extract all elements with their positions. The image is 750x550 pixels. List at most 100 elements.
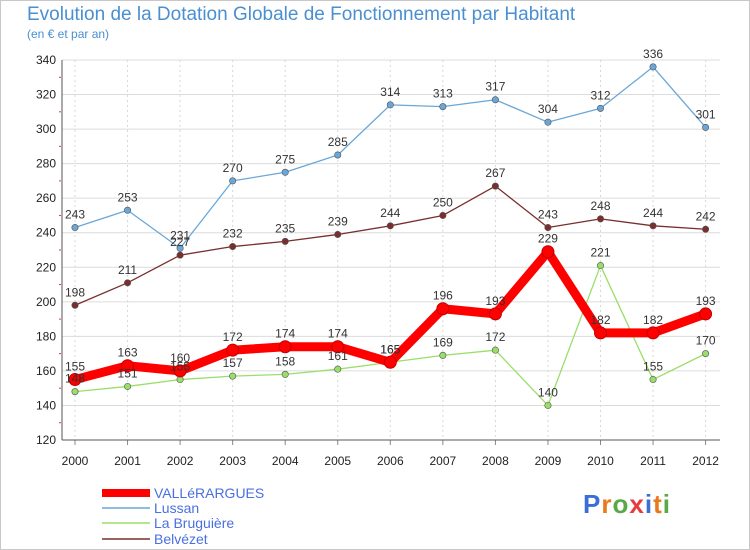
y-tick-label: 280 <box>36 157 56 171</box>
data-point <box>124 382 132 390</box>
data-label: 267 <box>485 166 505 180</box>
data-label: 161 <box>328 349 348 363</box>
data-point <box>334 365 342 373</box>
x-tick-label: 2000 <box>62 454 89 468</box>
x-tick-label: 2007 <box>429 454 456 468</box>
data-label: 198 <box>65 285 85 299</box>
data-label: 196 <box>433 289 453 303</box>
x-tick-label: 2004 <box>272 454 299 468</box>
legend-label-lussan: Lussan <box>154 500 200 516</box>
data-point <box>229 243 237 251</box>
data-point <box>649 376 657 384</box>
data-label: 235 <box>275 221 295 235</box>
data-point <box>544 401 552 409</box>
data-label: 148 <box>65 372 85 386</box>
logo-letter: P <box>583 489 602 519</box>
data-label: 313 <box>433 87 453 101</box>
data-label: 301 <box>696 107 716 121</box>
data-point <box>702 123 710 131</box>
y-tick-label: 320 <box>36 88 56 102</box>
y-tick-label: 240 <box>36 226 56 240</box>
data-label: 193 <box>485 294 505 308</box>
x-tick-label: 2002 <box>167 454 194 468</box>
data-label: 174 <box>275 327 295 341</box>
data-label: 157 <box>223 356 243 370</box>
data-label: 270 <box>223 161 243 175</box>
data-point <box>702 225 710 233</box>
data-label: 317 <box>485 80 505 94</box>
y-tick-label: 300 <box>36 122 56 136</box>
data-label: 232 <box>223 227 243 241</box>
x-tick-label: 2012 <box>692 454 719 468</box>
data-label: 314 <box>380 85 400 99</box>
data-label: 165 <box>380 342 400 356</box>
data-point <box>278 340 292 354</box>
y-tick-label: 160 <box>36 364 56 378</box>
x-tick-label: 2003 <box>219 454 246 468</box>
data-point <box>71 388 79 396</box>
data-point <box>176 244 184 252</box>
data-point <box>173 364 187 378</box>
data-label: 336 <box>643 47 663 61</box>
data-point <box>386 101 394 109</box>
data-label: 243 <box>65 208 85 222</box>
data-label: 229 <box>538 232 558 246</box>
chart-title: Evolution de la Dotation Globale de Fonc… <box>27 4 576 25</box>
logo-letter: i <box>662 489 671 519</box>
data-point <box>439 211 447 219</box>
data-point <box>649 222 657 230</box>
data-point <box>229 372 237 380</box>
data-point <box>594 326 607 340</box>
y-tick-label: 260 <box>36 191 56 205</box>
data-label: 248 <box>590 199 610 213</box>
data-label: 244 <box>380 206 400 220</box>
data-label: 253 <box>118 190 138 204</box>
x-tick-label: 2005 <box>324 454 351 468</box>
data-label: 155 <box>65 360 85 374</box>
data-point <box>699 307 713 321</box>
data-point <box>596 104 604 112</box>
chart-subtitle: (en € et par an) <box>27 27 110 41</box>
data-point <box>334 151 342 159</box>
logo-letter: x <box>629 489 645 519</box>
data-point <box>281 237 289 245</box>
data-label: 221 <box>590 246 610 260</box>
data-point <box>386 222 394 230</box>
y-tick-label: 120 <box>36 433 56 447</box>
logo-letter: o <box>612 489 630 519</box>
data-point <box>702 350 710 358</box>
data-label: 170 <box>696 334 716 348</box>
data-point <box>71 301 79 309</box>
data-label: 172 <box>223 330 243 344</box>
data-label: 250 <box>433 195 453 209</box>
data-label: 182 <box>590 313 610 327</box>
x-tick-label: 2009 <box>535 454 562 468</box>
logo-letter: i <box>644 489 654 519</box>
legend-label-belvezet: Belvézet <box>154 531 208 547</box>
y-tick-label: 140 <box>36 398 56 412</box>
data-label: 244 <box>643 206 663 220</box>
data-label: 285 <box>328 135 348 149</box>
data-point <box>649 63 657 71</box>
data-point <box>491 346 499 354</box>
data-point <box>281 370 289 378</box>
y-tick-label: 340 <box>36 53 56 67</box>
data-label: 227 <box>170 235 190 249</box>
proxiti-logo: Proxiti <box>583 489 671 520</box>
data-label: 239 <box>328 214 348 228</box>
data-label: 172 <box>485 330 505 344</box>
logo-letter: r <box>601 489 613 519</box>
x-tick-label: 2011 <box>640 454 666 468</box>
data-label: 242 <box>696 209 716 223</box>
data-label: 193 <box>696 294 716 308</box>
x-tick-label: 2001 <box>114 454 141 468</box>
data-point <box>439 351 447 359</box>
data-point <box>68 373 82 387</box>
data-label: 243 <box>538 208 558 222</box>
data-label: 312 <box>590 88 610 102</box>
data-point <box>331 340 345 354</box>
data-label: 140 <box>538 385 558 399</box>
data-label: 151 <box>118 366 138 380</box>
data-point <box>541 245 555 259</box>
data-point <box>488 307 502 321</box>
